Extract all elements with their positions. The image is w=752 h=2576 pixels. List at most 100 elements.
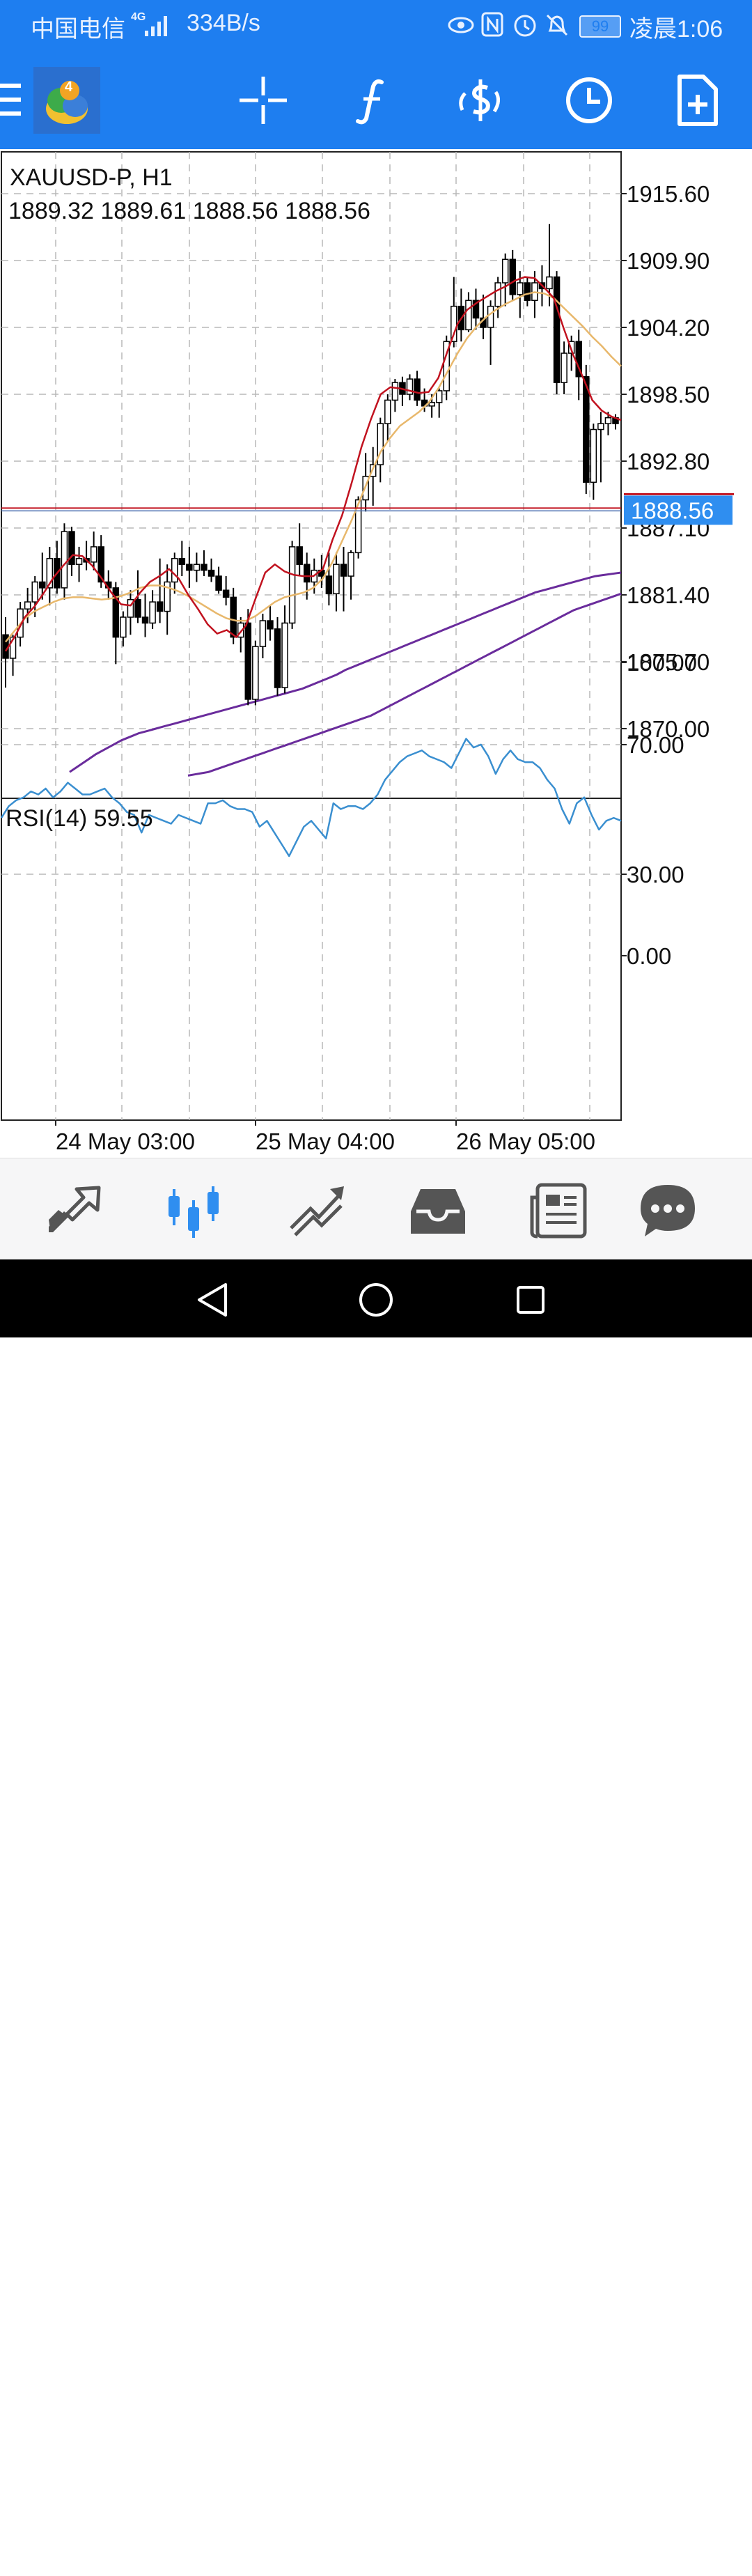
candle-body	[333, 564, 340, 595]
candle-body	[472, 300, 480, 319]
rsi-axis-label: 30.00	[627, 862, 684, 887]
chat-icon[interactable]	[636, 1179, 699, 1242]
price-axis-label: 1909.90	[627, 248, 710, 274]
candle-body	[406, 378, 414, 395]
rsi-axis-label: 100.00	[627, 650, 697, 676]
candle-body	[237, 622, 244, 638]
candle-body	[296, 546, 303, 565]
candle-body	[590, 428, 597, 483]
candle-body	[524, 282, 531, 302]
trade-icon[interactable]	[451, 72, 507, 128]
timeframe-clock-icon[interactable]	[561, 72, 617, 128]
metatrader-logo-icon[interactable]: 4	[33, 67, 100, 134]
candle-body	[354, 499, 362, 554]
candle-body	[509, 258, 516, 295]
price-axis-label: 1881.40	[627, 582, 710, 608]
trade-chart-icon[interactable]	[285, 1179, 348, 1242]
candle-body	[340, 564, 347, 577]
new-order-icon[interactable]	[670, 72, 726, 128]
candle-body	[517, 282, 524, 295]
price-axis-label: 1904.20	[627, 315, 710, 341]
candle-body	[267, 620, 274, 630]
candle-body	[553, 276, 561, 383]
candle-body	[604, 417, 612, 424]
candle-body	[112, 587, 120, 638]
function-icon[interactable]	[344, 72, 400, 128]
home-icon[interactable]	[358, 1282, 394, 1318]
charts-icon[interactable]	[164, 1179, 227, 1242]
candle-body	[567, 341, 575, 354]
candle-body	[164, 581, 171, 612]
rsi-label: RSI(14) 59.55	[6, 805, 153, 832]
ohlc-label: 1889.32 1889.61 1888.56 1888.56	[8, 198, 370, 224]
candle-body	[31, 581, 38, 603]
candle-body	[597, 423, 604, 430]
candle-body	[465, 300, 472, 331]
candle-body	[156, 601, 164, 612]
system-navigation-bar: 头条 @从零点零壹开始	[0, 1259, 752, 2574]
chart-frame	[1, 151, 622, 1121]
candle-body	[186, 564, 193, 571]
candle-body	[97, 546, 104, 583]
candle-body	[222, 589, 230, 598]
candle-body	[141, 616, 149, 624]
candle-body	[244, 622, 252, 700]
time-axis-label: 24 May 03:00	[56, 1128, 195, 1154]
network-speed-label: 334B/s	[187, 10, 260, 36]
candle-body	[325, 575, 333, 595]
recents-icon[interactable]	[515, 1285, 546, 1315]
rsi-axis-label: 0.00	[627, 943, 671, 969]
candle-body	[207, 569, 215, 577]
nfc-icon	[481, 12, 503, 37]
candle-body	[303, 564, 311, 583]
candle-body	[178, 558, 186, 565]
back-icon[interactable]	[195, 1282, 230, 1318]
candle-body	[193, 564, 201, 571]
price-axis-label: 1875.70	[627, 649, 710, 675]
candle-body	[90, 546, 97, 563]
network-type-label: 4G	[131, 11, 146, 23]
candle-body	[259, 620, 267, 647]
candle-body	[120, 616, 127, 638]
menu-icon[interactable]	[0, 81, 22, 120]
crosshair-icon[interactable]	[235, 72, 291, 128]
rsi-line	[0, 738, 622, 858]
clock-label: 凌晨1:06	[629, 16, 723, 42]
candle-body	[391, 382, 399, 401]
time-axis-label: 26 May 05:00	[456, 1128, 595, 1154]
candle-body	[149, 601, 156, 624]
news-icon[interactable]	[528, 1179, 590, 1242]
price-axis-label: 1892.80	[627, 449, 710, 474]
quotes-icon[interactable]	[43, 1179, 106, 1242]
candle-body	[347, 552, 354, 577]
candle-body	[39, 581, 46, 589]
carrier-label: 中国电信	[31, 16, 125, 42]
chart-area[interactable]: 1915.60 1909.90 1904.20 1898.50 1892.80 1887.…	[0, 149, 752, 1158]
price-chart[interactable]: 1915.601909.901904.201898.501892.801887.…	[0, 149, 752, 1158]
eye-icon	[448, 17, 474, 33]
candle-body	[68, 531, 75, 565]
symbol-timeframe-label: XAUUSD-P, H1	[10, 164, 173, 191]
candle-body	[443, 341, 451, 391]
candle-body	[127, 598, 134, 618]
candle-body	[288, 546, 296, 624]
ma-long-2-line	[187, 592, 622, 777]
candle-body	[252, 646, 259, 700]
candle-body	[274, 628, 281, 688]
ma-fast-line	[4, 276, 622, 652]
candle-body	[281, 622, 288, 688]
candle-body	[414, 378, 421, 401]
bottom-navigation	[0, 1158, 752, 1260]
candle-body	[561, 352, 567, 383]
candle-body	[494, 282, 501, 307]
candle-body	[487, 305, 494, 328]
candle-body	[428, 402, 435, 407]
candle-body	[384, 399, 391, 424]
history-inbox-icon[interactable]	[407, 1179, 469, 1242]
ma-slow-line	[5, 291, 622, 643]
candle-body	[451, 305, 457, 342]
candle-body	[171, 558, 178, 583]
candle-body	[575, 341, 582, 378]
ma-long-1-line	[69, 571, 622, 773]
top-toolbar: 4	[0, 52, 752, 149]
